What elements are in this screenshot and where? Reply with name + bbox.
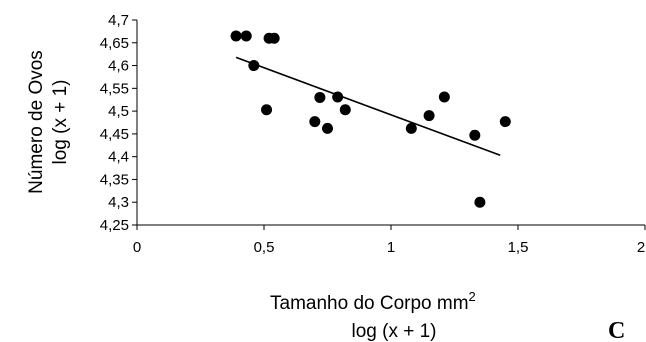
- data-points: [230, 30, 511, 208]
- data-point: [405, 122, 417, 134]
- data-point: [268, 32, 280, 44]
- panel-label: C: [608, 318, 625, 342]
- y-axis-title: Número de Ovos log (x + 1): [26, 50, 71, 194]
- data-point: [322, 122, 333, 134]
- x-tick-label: 0: [133, 239, 141, 256]
- data-point: [339, 104, 351, 116]
- x-tick-label: 2: [637, 239, 645, 256]
- x-tick-label: 1,5: [508, 239, 529, 256]
- y-tick-label: 4,4: [108, 149, 129, 166]
- trendline-group: [235, 56, 501, 157]
- data-point: [240, 30, 252, 42]
- y-tick-label: 4,55: [100, 80, 129, 97]
- data-point: [423, 110, 435, 122]
- y-axis-title-line1: Número de Ovos: [26, 50, 47, 194]
- data-point: [309, 116, 321, 128]
- y-tick-label: 4,65: [100, 35, 129, 52]
- y-tick-label: 4,3: [108, 194, 129, 211]
- data-point: [499, 116, 511, 128]
- y-tick-label: 4,25: [100, 217, 129, 234]
- data-point: [332, 91, 344, 103]
- y-tick-label: 4,7: [108, 12, 129, 29]
- data-point: [438, 91, 450, 103]
- data-point: [248, 60, 260, 72]
- x-axis: 0 0,5 1 1,5 2: [133, 224, 646, 256]
- x-tick-label: 1: [387, 239, 395, 256]
- x-tick-label: 0,5: [254, 239, 275, 256]
- data-point: [230, 30, 242, 42]
- data-point: [261, 104, 273, 116]
- y-tick-label: 4,45: [100, 126, 129, 143]
- y-tick-label: 4,35: [100, 171, 129, 188]
- y-tick-label: 4,5: [108, 103, 129, 120]
- y-tick-label: 4,6: [108, 58, 129, 75]
- x-axis-title-main: Tamanho do Corpo mm: [270, 293, 469, 314]
- x-axis-title: Tamanho do Corpo mm2 log (x + 1): [270, 289, 476, 342]
- y-axis-title-line2: log (x + 1): [50, 79, 71, 164]
- y-axis: 4,25 4,3 4,35 4,4 4,45 4,5 4,55 4,6 4,65 4,7: [100, 12, 138, 234]
- x-axis-title-line1: Tamanho do Corpo mm2: [270, 289, 476, 314]
- trendline: [235, 56, 501, 157]
- x-axis-title-line2: log (x + 1): [351, 321, 436, 342]
- x-axis-title-superscript: 2: [469, 289, 476, 304]
- data-point: [469, 129, 481, 141]
- data-point: [314, 91, 326, 103]
- data-point: [474, 196, 486, 208]
